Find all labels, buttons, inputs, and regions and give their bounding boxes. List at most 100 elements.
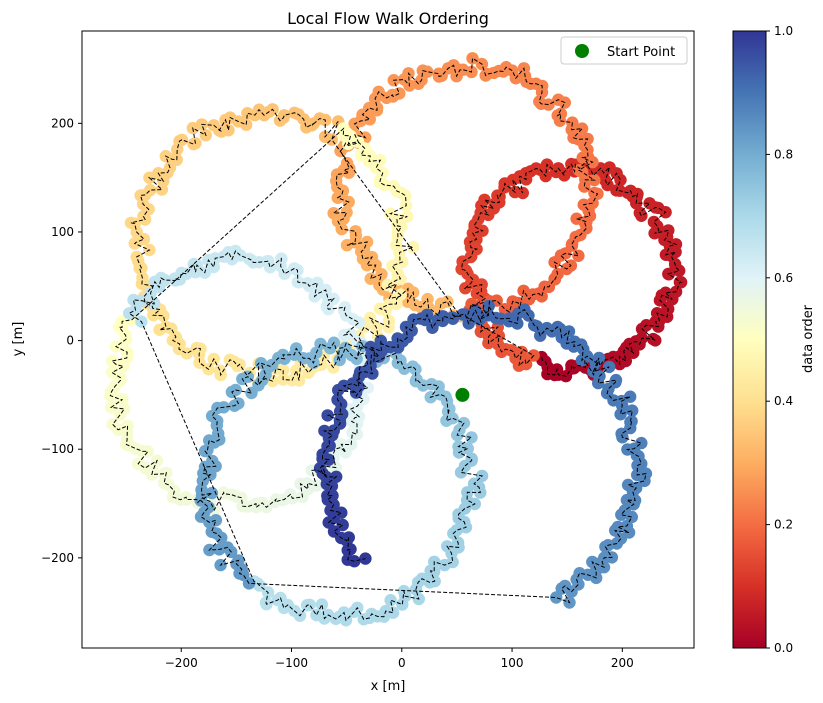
data-point <box>315 598 329 611</box>
data-point <box>157 309 170 322</box>
colorbar-ticks: 0.0 0.2 0.4 0.6 0.8 1.0 <box>766 24 793 655</box>
data-point <box>575 122 589 135</box>
y-axis-label: y [m] <box>11 322 26 357</box>
data-point <box>635 436 648 450</box>
data-point <box>350 428 364 441</box>
legend: Start Point <box>560 36 688 65</box>
data-point <box>533 95 546 108</box>
x-tick-label: 100 <box>501 656 524 670</box>
data-point <box>342 166 356 179</box>
data-point <box>153 323 166 336</box>
data-point <box>193 356 206 369</box>
data-point <box>117 360 130 373</box>
data-point <box>277 364 290 377</box>
data-point <box>301 277 314 290</box>
data-point <box>624 390 637 403</box>
plot-frame <box>81 30 695 649</box>
data-point <box>203 434 216 447</box>
data-point <box>609 373 623 387</box>
data-point <box>133 262 146 275</box>
data-point <box>241 107 254 120</box>
legend-start-point-marker <box>575 44 589 58</box>
data-point <box>428 565 441 578</box>
data-point <box>349 386 363 399</box>
data-point <box>384 594 397 607</box>
x-tick-label: 0 <box>398 656 406 670</box>
legend-label: Start Point <box>607 45 675 60</box>
x-tick-label: −200 <box>165 656 198 670</box>
data-point <box>440 414 453 427</box>
data-point <box>245 386 258 400</box>
data-point <box>461 442 474 455</box>
start-point-marker <box>455 387 470 402</box>
data-point <box>363 113 376 126</box>
data-point <box>141 445 154 458</box>
x-tick-label: 200 <box>611 656 634 670</box>
x-tick-label: −100 <box>275 656 308 670</box>
y-tick-label: −100 <box>41 442 74 456</box>
colorbar-tick-label: 0.6 <box>774 271 793 285</box>
data-point <box>621 478 635 492</box>
data-point <box>374 334 387 347</box>
colorbar-tick-label: 0.4 <box>774 394 793 408</box>
data-point <box>361 381 374 394</box>
y-tick-label: −200 <box>41 551 74 565</box>
data-point <box>662 224 675 237</box>
data-point <box>209 514 223 527</box>
colorbar: 0.0 0.2 0.4 0.6 0.8 1.0 data order <box>732 24 816 655</box>
walk-line <box>109 57 683 622</box>
data-point <box>360 259 374 272</box>
data-point <box>550 591 563 604</box>
plot-area <box>104 52 688 627</box>
data-point <box>498 181 511 194</box>
colorbar-tick-label: 1.0 <box>774 24 793 38</box>
data-point <box>336 518 349 532</box>
data-point <box>381 278 394 292</box>
chart-title: Local Flow Walk Ordering <box>287 9 489 28</box>
data-point <box>465 452 478 465</box>
data-point <box>332 383 345 397</box>
data-point <box>386 606 400 619</box>
y-axis: −200 −100 0 100 200 <box>41 116 82 565</box>
data-point <box>482 299 495 313</box>
data-point <box>180 347 193 360</box>
data-point <box>618 504 632 517</box>
x-axis-label: x [m] <box>371 679 406 694</box>
data-point <box>114 408 127 421</box>
data-point <box>254 357 268 370</box>
data-point <box>572 249 585 262</box>
y-tick-label: 100 <box>51 225 74 239</box>
data-point <box>406 240 420 254</box>
y-tick-label: 0 <box>66 334 74 348</box>
colorbar-tick-label: 0.0 <box>774 641 793 655</box>
data-point <box>626 404 639 417</box>
data-point <box>187 137 200 151</box>
legend-box <box>560 36 688 65</box>
data-point <box>624 415 637 429</box>
data-point <box>180 493 193 506</box>
data-point <box>171 143 184 156</box>
x-axis: −200 −100 0 100 200 <box>165 648 634 670</box>
walk-path <box>109 57 683 622</box>
data-point <box>432 67 445 80</box>
data-point <box>205 486 219 500</box>
data-point <box>344 543 357 556</box>
colorbar-tick-label: 0.2 <box>774 518 793 532</box>
colorbar-gradient <box>732 30 767 649</box>
y-tick-label: 200 <box>51 116 74 130</box>
colorbar-label: data order <box>801 304 816 373</box>
data-point <box>303 598 316 611</box>
data-point <box>127 293 140 307</box>
data-point <box>465 431 478 444</box>
data-point <box>123 307 136 320</box>
data-point <box>570 212 583 225</box>
data-point <box>647 215 661 229</box>
colorbar-tick-label: 0.8 <box>774 147 793 161</box>
data-point <box>586 196 599 210</box>
data-point <box>619 354 632 368</box>
data-point <box>466 52 479 65</box>
data-point <box>441 295 454 308</box>
scatter-markers <box>104 52 688 627</box>
data-point <box>588 186 601 200</box>
